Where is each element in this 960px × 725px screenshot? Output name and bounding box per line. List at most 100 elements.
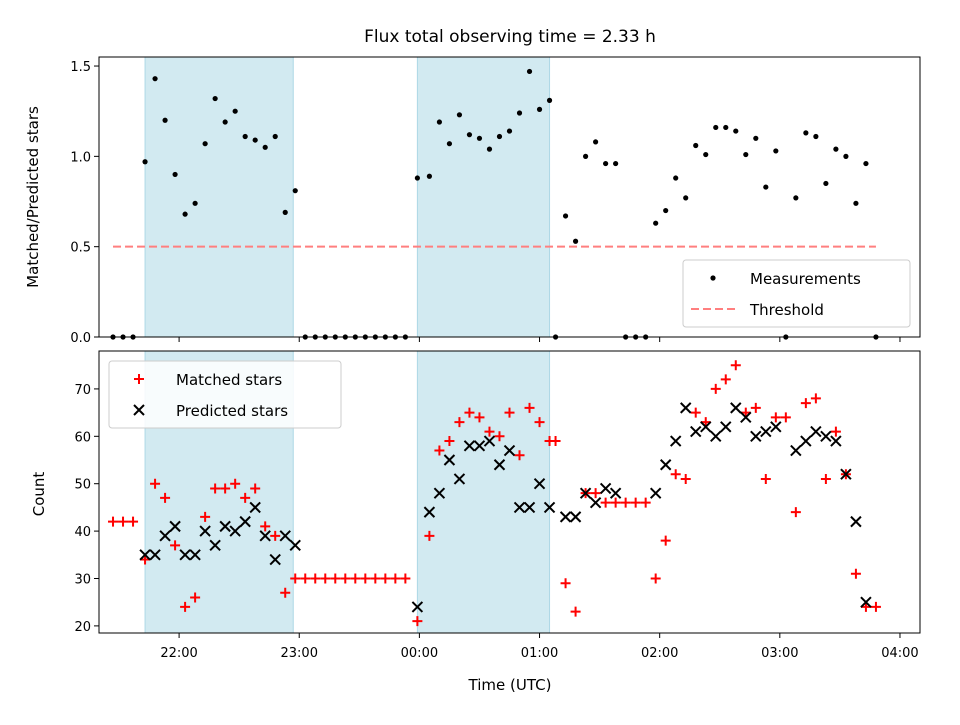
measurement-point-64 xyxy=(753,135,759,141)
measurement-point-11 xyxy=(222,119,228,125)
measurement-point-60 xyxy=(713,124,719,131)
measurement-point-16 xyxy=(272,133,278,140)
predicted-point-4 xyxy=(179,549,191,561)
predicted-point-38 xyxy=(669,435,682,447)
y-tick-label-1-3: 50 xyxy=(74,478,91,493)
matched-point-66 xyxy=(770,412,781,423)
matched-point-23 xyxy=(340,573,351,584)
y-tick-label-1-4: 60 xyxy=(74,430,91,445)
predicted-point-53 xyxy=(830,435,842,447)
matched-point-28 xyxy=(390,573,401,584)
measurement-point-5 xyxy=(162,117,168,123)
matched-point-19 xyxy=(300,573,311,584)
measurement-point-42 xyxy=(536,106,543,112)
legend-bottom-label-0: Matched stars xyxy=(176,371,282,389)
predicted-point-42 xyxy=(710,430,722,443)
predicted-point-16 xyxy=(411,601,424,613)
predicted-point-11 xyxy=(249,501,261,514)
x-tick-label-3: 01:00 xyxy=(521,646,558,661)
measurement-point-50 xyxy=(613,160,619,167)
matched-point-10 xyxy=(210,483,221,494)
matched-point-24 xyxy=(350,573,361,584)
matched-point-20 xyxy=(310,573,321,584)
x-tick-label-5: 03:00 xyxy=(761,646,798,661)
matched-point-30 xyxy=(412,616,423,627)
predicted-point-54 xyxy=(840,468,852,480)
matched-point-52 xyxy=(630,497,641,508)
measurement-point-73 xyxy=(843,153,849,159)
predicted-point-41 xyxy=(700,421,712,433)
x-axis-label: Time (UTC) xyxy=(468,676,552,694)
observing-interval-0-0 xyxy=(144,56,294,338)
matched-point-41 xyxy=(524,402,535,413)
predicted-point-35 xyxy=(609,487,622,499)
predicted-point-30 xyxy=(559,511,572,523)
predicted-point-40 xyxy=(690,425,702,438)
matched-point-48 xyxy=(590,488,601,499)
predicted-point-55 xyxy=(850,515,862,528)
measurement-point-46 xyxy=(572,238,579,244)
predicted-point-28 xyxy=(533,477,546,490)
matched-point-0 xyxy=(108,516,119,527)
measurement-point-35 xyxy=(466,132,473,138)
predicted-point-22 xyxy=(473,440,486,452)
axes-frame-1 xyxy=(98,350,921,634)
matched-point-17 xyxy=(280,587,291,598)
measurement-point-4 xyxy=(152,76,158,82)
y-tick-label-1-5: 70 xyxy=(74,383,91,398)
predicted-point-45 xyxy=(740,411,752,424)
predicted-point-34 xyxy=(599,482,612,495)
predicted-point-20 xyxy=(453,473,466,485)
predicted-point-0 xyxy=(139,549,151,561)
measurement-point-72 xyxy=(833,146,839,152)
measurement-point-7 xyxy=(182,211,188,217)
measurement-point-48 xyxy=(593,139,599,145)
matched-point-45 xyxy=(560,578,571,589)
measurement-point-37 xyxy=(486,146,493,152)
matched-point-76 xyxy=(870,601,881,612)
y-tick-label-0-3: 1.5 xyxy=(70,60,91,75)
matched-point-40 xyxy=(514,450,525,461)
matched-point-7 xyxy=(180,601,191,612)
plot-area: 0.0 0.5 1.0 1.5 20 30 40 50 60 70 22:00 23:00 00:00 0… xyxy=(70,56,921,661)
predicted-point-44 xyxy=(730,402,742,414)
predicted-point-47 xyxy=(760,425,772,438)
matched-point-39 xyxy=(504,407,515,418)
matched-point-5 xyxy=(160,492,171,503)
predicted-point-23 xyxy=(483,435,496,447)
measurement-point-55 xyxy=(663,207,669,214)
measurement-point-69 xyxy=(803,130,809,136)
matched-point-50 xyxy=(610,497,621,508)
y-tick-label-0-1: 0.5 xyxy=(70,241,91,256)
predicted-point-3 xyxy=(169,520,181,533)
legend-bottom-marker-1 xyxy=(133,404,145,416)
measurement-point-17 xyxy=(282,209,288,215)
measurement-point-13 xyxy=(242,133,248,140)
matched-point-25 xyxy=(360,573,371,584)
predicted-point-25 xyxy=(503,444,516,457)
predicted-point-50 xyxy=(800,435,812,447)
predicted-point-17 xyxy=(423,506,436,518)
matched-point-36 xyxy=(474,412,485,423)
matched-point-60 xyxy=(710,383,721,394)
measurement-point-68 xyxy=(793,195,799,201)
matched-point-1 xyxy=(118,516,129,527)
matched-point-31 xyxy=(424,530,435,541)
measurement-point-47 xyxy=(582,153,589,159)
predicted-point-27 xyxy=(523,501,536,514)
legend-top-marker-0 xyxy=(710,275,716,281)
predicted-point-21 xyxy=(463,440,476,452)
predicted-point-1 xyxy=(149,549,161,561)
legend-top-label-1: Threshold xyxy=(749,301,824,319)
matched-point-38 xyxy=(494,431,505,442)
matched-point-6 xyxy=(170,540,181,551)
matched-point-4 xyxy=(150,478,161,489)
bottom-y-axis-label: Count xyxy=(30,472,48,517)
measurement-point-56 xyxy=(673,175,679,181)
matched-point-22 xyxy=(330,573,341,584)
measurement-point-74 xyxy=(853,200,859,206)
measurement-point-15 xyxy=(262,144,268,150)
measurement-point-33 xyxy=(446,141,453,147)
matched-point-21 xyxy=(320,573,331,584)
predicted-point-19 xyxy=(443,454,456,466)
